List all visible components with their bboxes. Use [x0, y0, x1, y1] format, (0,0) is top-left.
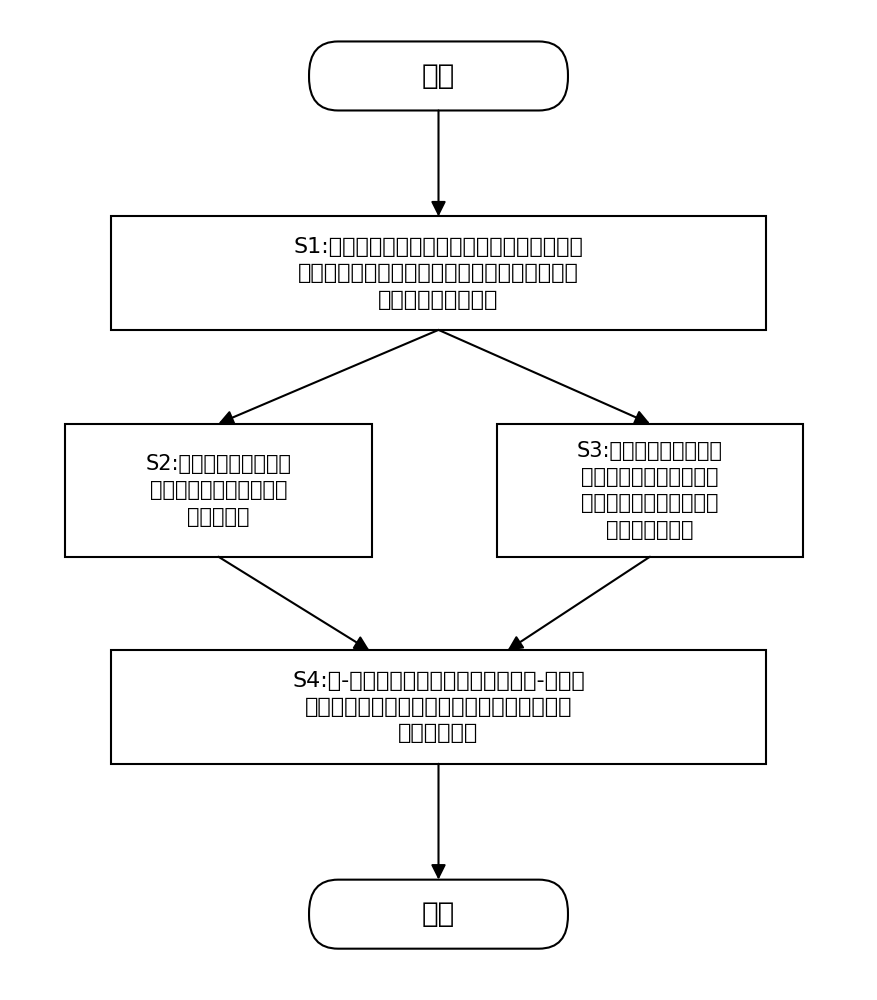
- FancyBboxPatch shape: [111, 216, 766, 330]
- Text: 结束: 结束: [422, 900, 455, 928]
- FancyBboxPatch shape: [65, 424, 372, 557]
- Text: S3:十字型交叉口信号配
时方案确定，该信号配时
条件下交叉口乘客总延误
模型建立与标定: S3:十字型交叉口信号配 时方案确定，该信号配时 条件下交叉口乘客总延误 模型建…: [577, 441, 723, 540]
- FancyBboxPatch shape: [309, 880, 568, 949]
- Text: S2:无交通信号控制十字
型交叉口乘客总延误模型
建立与标定: S2:无交通信号控制十字 型交叉口乘客总延误模型 建立与标定: [146, 454, 291, 527]
- Text: S4:主-支路当量车流计算模型建立、主-支路当
量车流阈値图确定，并判断交叉口是否需要设
置交通信号灯: S4:主-支路当量车流计算模型建立、主-支路当 量车流阈値图确定，并判断交叉口是…: [292, 671, 585, 743]
- Text: 开始: 开始: [422, 62, 455, 90]
- Text: S1:无交通信号控制十字型交叉口交通特征数据
集搞建，对交叉口各进口方向编号，计算交叉口
当量交通流特征参数: S1:无交通信号控制十字型交叉口交通特征数据 集搞建，对交叉口各进口方向编号，计…: [294, 237, 583, 310]
- FancyBboxPatch shape: [111, 650, 766, 764]
- FancyBboxPatch shape: [309, 41, 568, 110]
- FancyBboxPatch shape: [496, 424, 803, 557]
